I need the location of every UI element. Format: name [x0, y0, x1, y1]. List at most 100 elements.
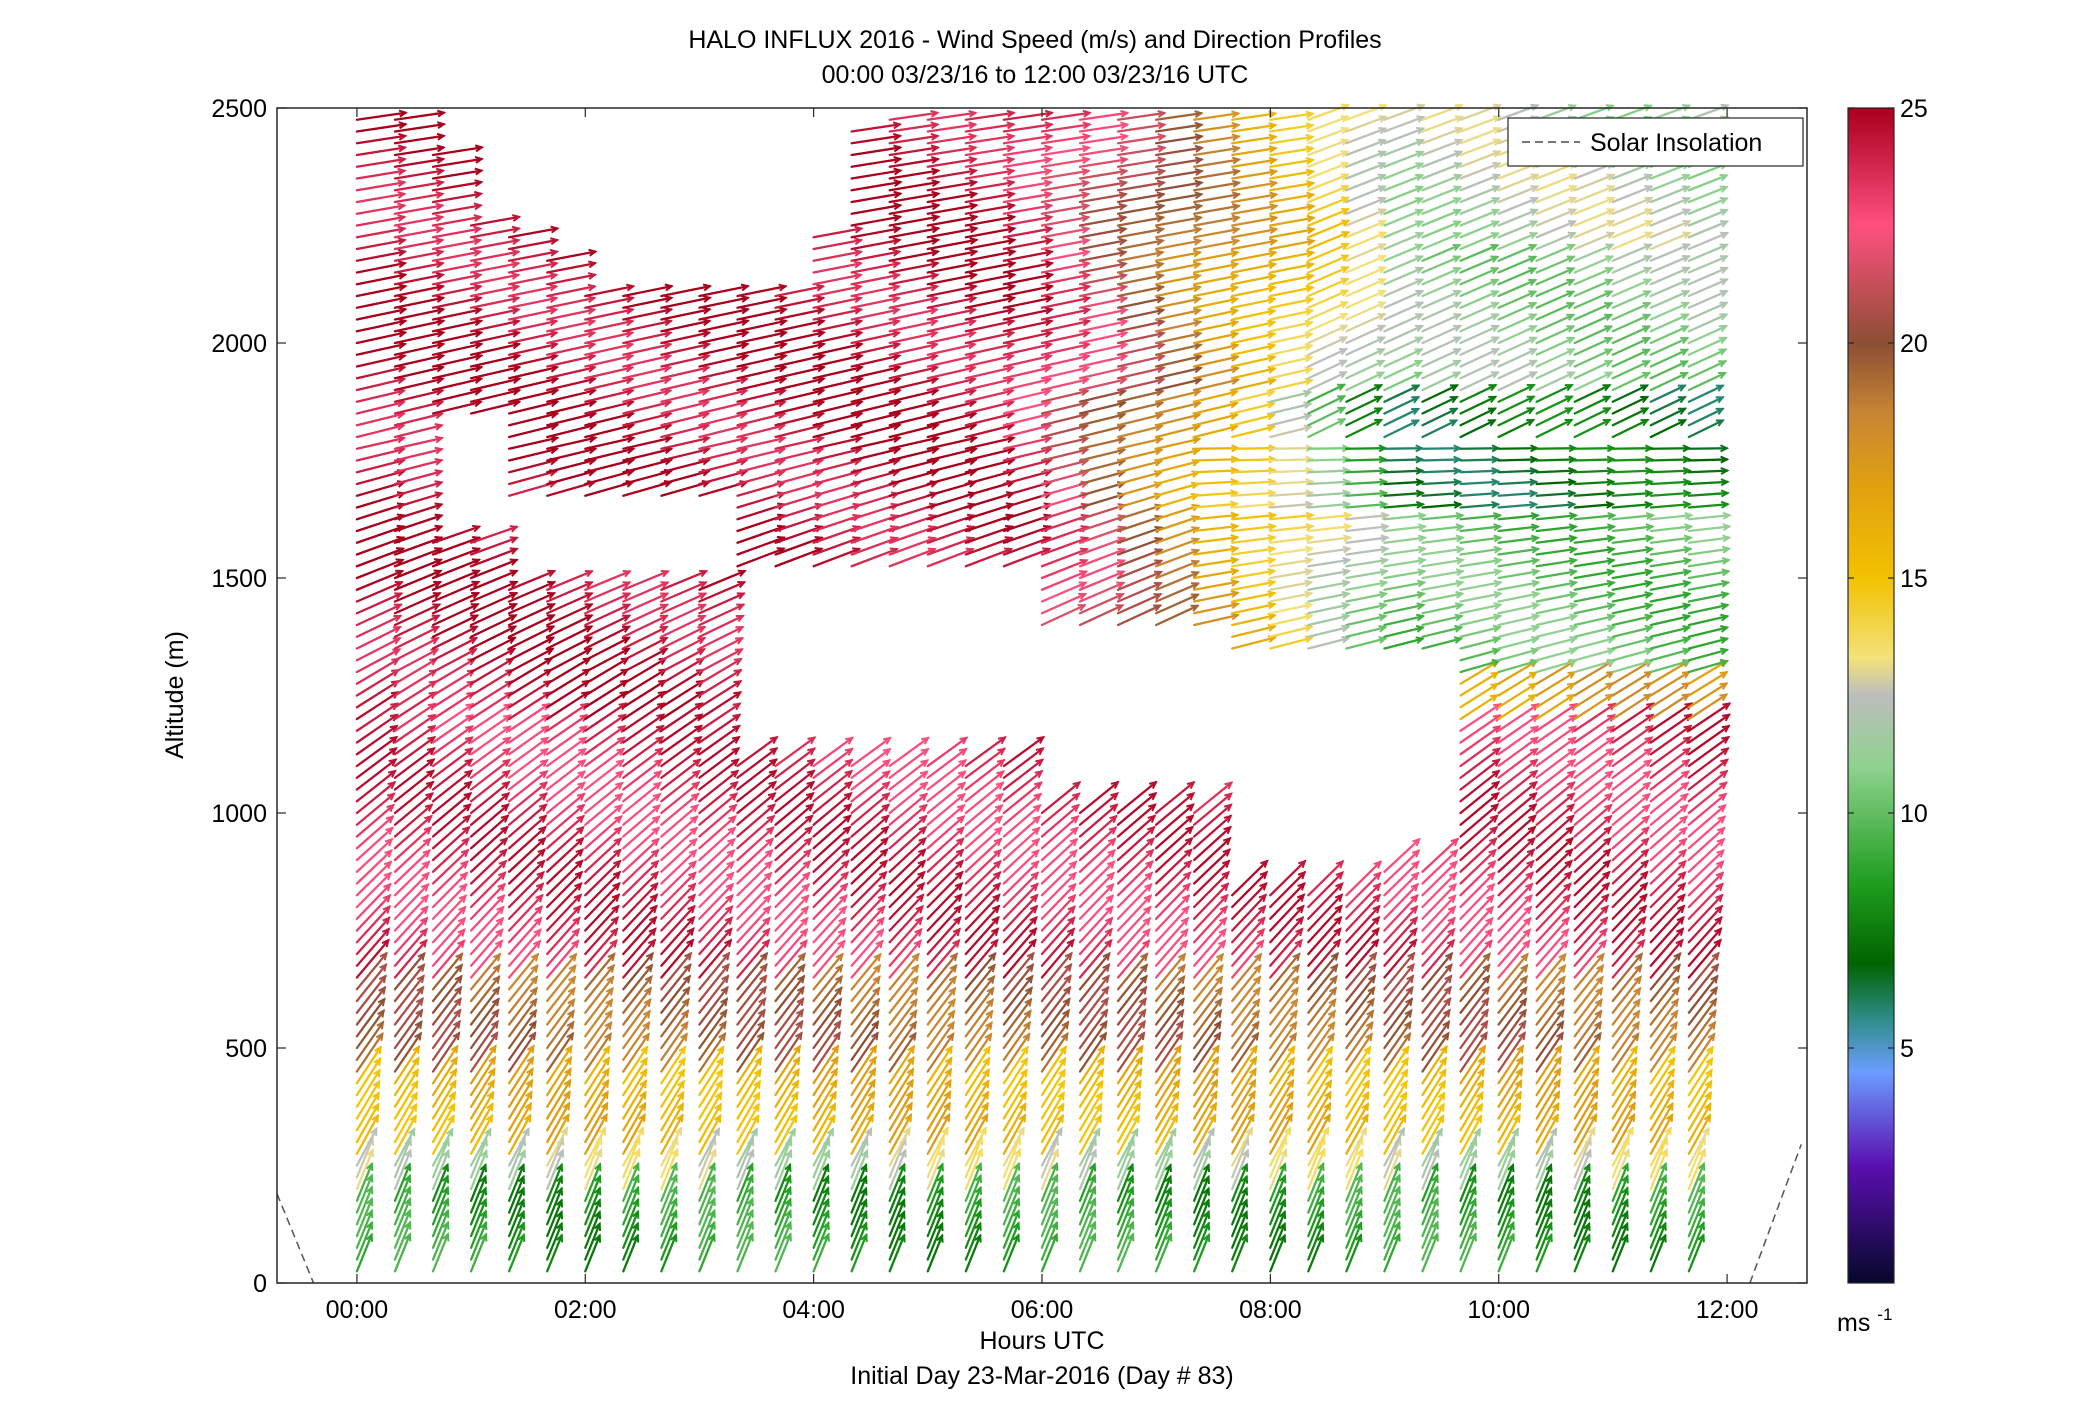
- wind-arrow: [507, 570, 556, 591]
- wind-arrow: [393, 838, 432, 873]
- wind-arrow: [964, 1113, 989, 1155]
- wind-arrow: [926, 736, 968, 768]
- wind-arrow: [774, 964, 806, 1003]
- wind-arrow-head: [892, 341, 902, 350]
- wind-arrow: [888, 928, 923, 967]
- wind-arrow: [431, 1221, 450, 1261]
- wind-arrow: [660, 625, 706, 650]
- wind-arrow: [660, 436, 710, 450]
- wind-arrow: [850, 803, 890, 838]
- wind-arrow: [698, 1197, 716, 1238]
- wind-arrow-head: [881, 781, 891, 790]
- wind-arrow: [1040, 216, 1090, 227]
- wind-arrow-head: [1007, 271, 1017, 280]
- wind-arrow: [850, 146, 902, 157]
- wind-arrow-head: [1081, 167, 1091, 176]
- wind-arrow-head: [687, 882, 697, 892]
- wind-arrow: [736, 986, 767, 1026]
- wind-arrow: [584, 308, 634, 321]
- wind-arrow-head: [562, 1101, 571, 1111]
- wind-arrow-head: [881, 803, 891, 812]
- wind-arrow: [812, 447, 862, 462]
- wind-arrow-head: [632, 1185, 640, 1195]
- wind-arrow-head: [536, 870, 545, 880]
- wind-arrow-head: [1029, 904, 1039, 914]
- wind-arrow: [355, 1186, 373, 1226]
- wind-arrow: [584, 1210, 601, 1249]
- wind-arrow: [355, 769, 397, 803]
- wind-arrow-head: [509, 569, 519, 577]
- wind-arrow-head: [663, 341, 673, 350]
- wind-arrow: [926, 987, 957, 1026]
- wind-arrow-head: [434, 491, 444, 499]
- wind-arrow-head: [1013, 1147, 1022, 1157]
- wind-arrow: [926, 320, 976, 333]
- wind-arrow: [698, 963, 730, 1003]
- wind-arrow-head: [547, 569, 557, 578]
- wind-arrow-head: [1030, 882, 1039, 892]
- wind-arrow: [1040, 1009, 1070, 1050]
- wind-arrow-head: [729, 792, 739, 801]
- wind-arrow: [1002, 1009, 1032, 1050]
- wind-arrow-head: [605, 998, 614, 1008]
- wind-arrow-head: [487, 1078, 495, 1088]
- wind-arrow: [393, 273, 444, 286]
- wind-arrow-head: [740, 329, 750, 338]
- wind-arrow: [546, 871, 583, 909]
- wind-arrow-head: [753, 1079, 761, 1089]
- wind-arrow: [698, 448, 748, 462]
- wind-arrow: [1078, 1174, 1096, 1214]
- wind-arrow-head: [479, 1197, 488, 1207]
- wind-arrow: [812, 1233, 830, 1273]
- wind-arrow: [812, 975, 843, 1014]
- wind-arrow: [584, 592, 631, 615]
- wind-arrow: [469, 547, 518, 568]
- wind-arrow: [660, 747, 702, 779]
- wind-arrow: [964, 1222, 982, 1261]
- wind-arrow: [622, 736, 664, 768]
- wind-arrow-head: [426, 758, 436, 767]
- wind-arrow: [926, 273, 977, 286]
- wind-arrow: [926, 1021, 955, 1061]
- wind-arrow-head: [1032, 815, 1042, 824]
- wind-arrow: [584, 826, 622, 862]
- wind-arrow-head: [754, 1044, 763, 1054]
- wind-arrow-head: [1023, 1009, 1032, 1019]
- wind-arrow: [964, 815, 1003, 850]
- wind-arrow-head: [931, 225, 941, 234]
- wind-arrow-head: [843, 792, 853, 801]
- wind-arrow: [355, 342, 406, 356]
- wind-arrow: [355, 448, 405, 462]
- wind-arrow: [469, 657, 514, 685]
- wind-arrow-head: [1069, 837, 1079, 847]
- wind-arrow-head: [994, 804, 1004, 813]
- wind-arrow-head: [1082, 133, 1092, 141]
- wind-arrow-head: [954, 881, 964, 891]
- wind-arrow-head: [1020, 1056, 1029, 1066]
- wind-arrow-head: [1058, 1068, 1066, 1078]
- wind-arrow-head: [567, 998, 576, 1007]
- wind-arrow-head: [943, 1090, 952, 1100]
- wind-arrow: [888, 1056, 915, 1097]
- wind-arrow: [431, 1114, 455, 1155]
- wind-arrow: [660, 1009, 689, 1050]
- wind-arrow-head: [816, 341, 826, 350]
- wind-arrow-head: [490, 1031, 499, 1041]
- wind-arrow-head: [549, 237, 560, 246]
- wind-arrow: [546, 366, 596, 380]
- wind-arrow-head: [584, 603, 594, 611]
- wind-arrow: [507, 1199, 525, 1238]
- wind-arrow: [698, 412, 748, 427]
- wind-arrow: [469, 759, 511, 791]
- wind-arrow-head: [435, 248, 445, 257]
- wind-arrow: [736, 872, 773, 909]
- wind-arrow-head: [449, 1067, 458, 1077]
- wind-arrow: [926, 389, 977, 403]
- wind-arrow-head: [492, 986, 501, 996]
- wind-arrow: [622, 1091, 647, 1132]
- wind-arrow-head: [530, 952, 540, 962]
- wind-arrow: [660, 614, 706, 638]
- wind-arrow-head: [730, 769, 740, 778]
- wind-arrow-head: [500, 825, 509, 835]
- wind-arrow: [1002, 273, 1054, 286]
